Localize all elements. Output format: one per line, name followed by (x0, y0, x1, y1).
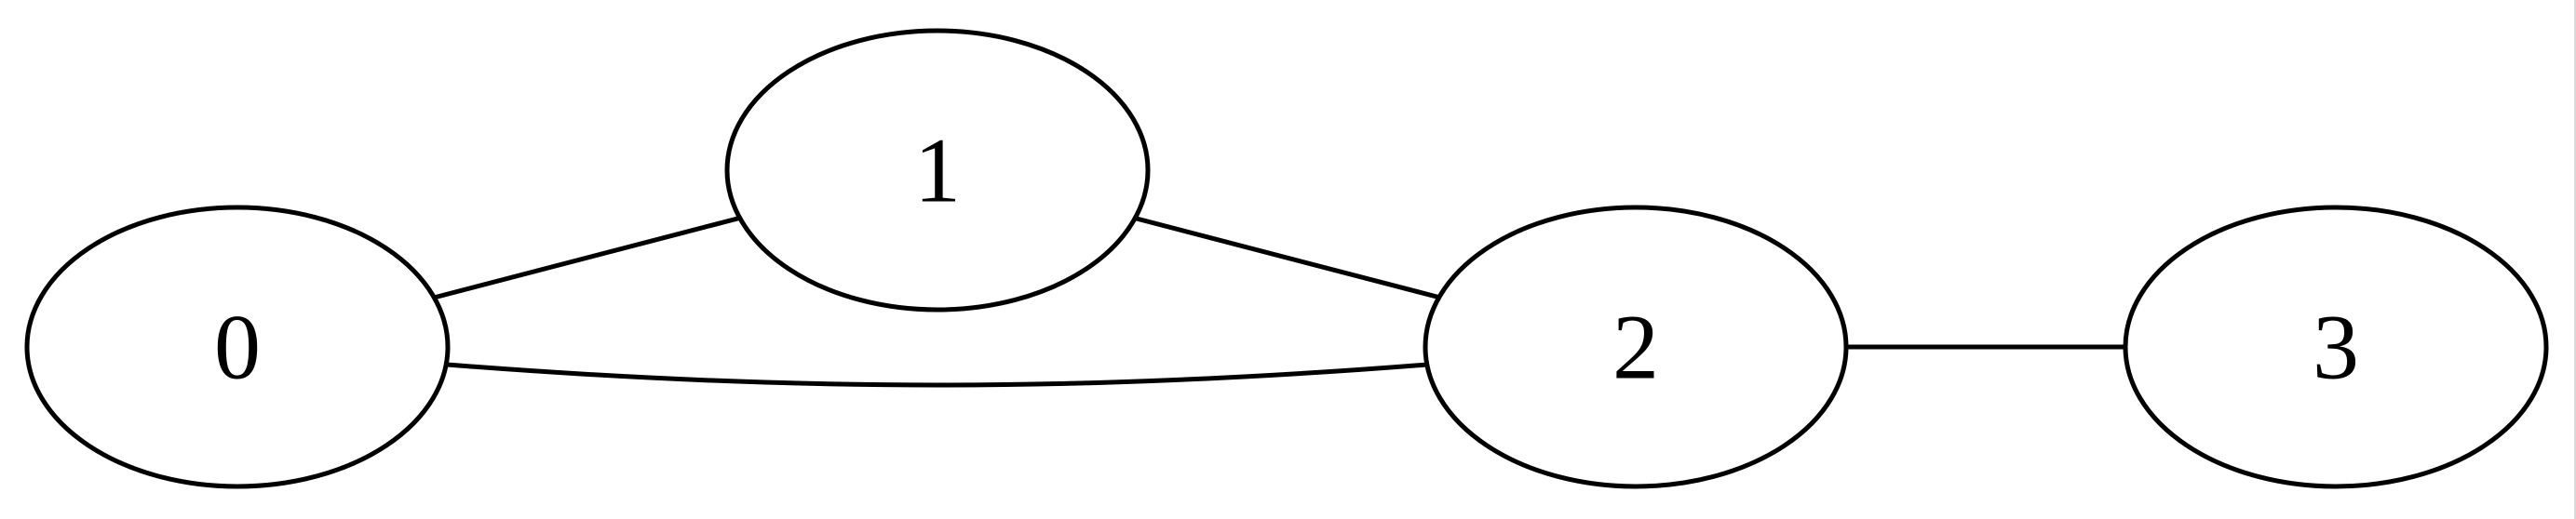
edge-1-2 (1132, 215, 1441, 300)
node-0: 0 (24, 205, 451, 489)
node-2-label: 2 (1612, 296, 1659, 399)
edge-0-2 (446, 362, 1428, 388)
edges (433, 215, 2125, 388)
node-2: 2 (1423, 205, 1849, 489)
node-3: 3 (2123, 205, 2549, 489)
node-3-ellipse (2123, 205, 2549, 489)
node-3-label: 3 (2313, 296, 2359, 399)
node-1: 1 (724, 28, 1151, 313)
node-2-ellipse (1423, 205, 1849, 489)
node-0-label: 0 (214, 296, 261, 399)
node-1-label: 1 (914, 119, 961, 222)
right-border-divider (2574, 0, 2576, 519)
edge-0-1 (433, 215, 742, 300)
node-1-ellipse (724, 28, 1151, 313)
node-0-ellipse (24, 205, 451, 489)
